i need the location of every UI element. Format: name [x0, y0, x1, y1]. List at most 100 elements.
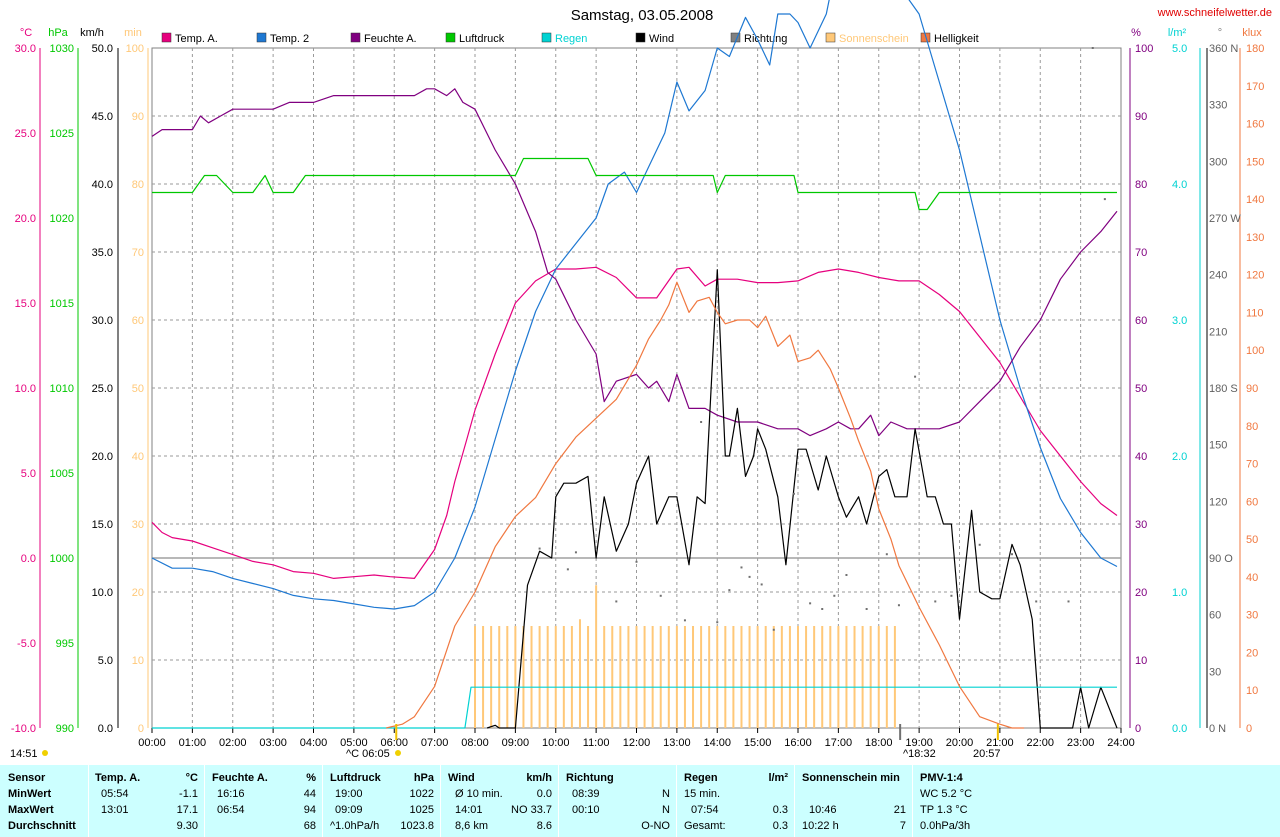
direction-point	[748, 575, 751, 578]
x-tick-label: 00:00	[138, 737, 166, 749]
legend-label: Temp. A.	[175, 33, 218, 45]
legend-label: Helligkeit	[934, 33, 979, 45]
stats-pmv-trend: 0.0hPa/3h	[920, 820, 971, 832]
stats-temp-avg-val: 9.30	[176, 820, 198, 832]
tick-label-sunshine: 10	[132, 655, 144, 667]
stats-col-pmv: PMV-1:4 WC 5.2 °C TP 1.3 °C 0.0hPa/3h	[913, 765, 1013, 837]
series-line-helligkeit	[386, 281, 1025, 729]
tick-label-rain: 0.0	[1172, 723, 1187, 735]
tick-label-temp: 15.0	[15, 298, 36, 310]
x-tick-label: 03:00	[259, 737, 287, 749]
tick-label-brightness: 130	[1246, 232, 1264, 244]
stats-temp-min-val: -1.1	[179, 788, 198, 800]
tick-label-sunshine: 90	[132, 111, 144, 123]
tick-label-wind: 30.0	[92, 315, 113, 327]
legend-item: Feuchte A.	[350, 32, 417, 45]
legend-label: Wind	[649, 33, 674, 45]
stats-header-temp: Temp. A.	[95, 772, 141, 784]
tick-label-temp: -5.0	[17, 638, 36, 650]
stats-header-wind: Wind	[448, 772, 475, 784]
legend-item: Sonnenschein	[825, 32, 909, 45]
stats-wind-max-time: 14:01	[455, 804, 483, 816]
legend-swatch	[350, 32, 361, 43]
stats-header-luftdruck: Luftdruck	[330, 772, 381, 784]
stats-pmv-windchill: WC 5.2 °C	[920, 788, 973, 800]
series-line-wind	[486, 269, 1118, 729]
x-tick-label: 16:00	[784, 737, 812, 749]
stats-luftdruck-max-time: 09:09	[335, 804, 363, 816]
legend-swatch	[541, 32, 552, 43]
direction-point	[1067, 600, 1070, 603]
time-now: 14:51	[10, 748, 38, 760]
tick-label-direction: 210	[1209, 326, 1227, 338]
tick-label-pressure: 995	[56, 638, 74, 650]
direction-point	[683, 619, 686, 622]
stats-wind-distance: 8,6 km	[455, 820, 489, 832]
tick-label-humidity: 90	[1135, 111, 1147, 123]
series-line-temp-a-	[151, 266, 1118, 580]
stats-col-temp: Temp. A. °C 05:54 -1.1 13:01 17.1 9.30	[89, 765, 204, 837]
direction-point	[574, 551, 577, 554]
stats-unit-regen: l/m²	[768, 772, 788, 784]
tick-label-wind: 20.0	[92, 451, 113, 463]
tick-label-temp: -10.0	[11, 723, 36, 735]
tick-label-humidity: 30	[1135, 519, 1147, 531]
direction-points	[538, 47, 1106, 631]
tick-label-pressure: 1010	[50, 383, 74, 395]
site-url[interactable]: www.schneifelwetter.de	[1157, 7, 1272, 19]
tick-label-brightness: 150	[1246, 156, 1264, 168]
series-line-regen	[152, 686, 1117, 729]
x-tick-label: 18:00	[865, 737, 893, 749]
x-tick-label: 06:00	[380, 737, 408, 749]
x-tick-label: 09:00	[502, 737, 530, 749]
tick-label-direction: 60	[1209, 610, 1221, 622]
tick-label-pressure: 1025	[50, 128, 74, 140]
stats-temp-max-val: 17.1	[176, 804, 198, 816]
stats-richtung-avg-val: O-NO	[641, 820, 670, 832]
legend-item: Temp. A.	[161, 32, 218, 45]
tick-label-temp: 10.0	[15, 383, 36, 395]
stats-regen-interval: 15 min.	[684, 788, 721, 800]
stats-pmv-dewpoint: TP 1.3 °C	[920, 804, 968, 816]
sun-icon	[42, 750, 48, 756]
tick-label-sunshine: 60	[132, 315, 144, 327]
tick-label-wind: 40.0	[92, 179, 113, 191]
tick-label-brightness: 100	[1246, 345, 1264, 357]
tick-label-rain: 2.0	[1172, 451, 1187, 463]
legend-swatch	[635, 32, 646, 43]
tick-label-brightness: 10	[1246, 685, 1258, 697]
tick-label-direction: 90 O	[1209, 553, 1233, 565]
x-tick-label: 07:00	[421, 737, 449, 749]
direction-point	[740, 566, 743, 569]
stats-rowlabel-min: MinWert	[8, 788, 52, 800]
stats-col-sonne: Sonnenschein min 10:46 21 10:22 h 7	[795, 765, 912, 837]
direction-point	[950, 594, 953, 597]
tick-label-direction: 240	[1209, 270, 1227, 282]
stats-richtung-max-time: 00:10	[572, 804, 600, 816]
direction-point	[760, 583, 763, 586]
sunshine-bars	[474, 585, 896, 728]
tick-label-rain: 1.0	[1172, 587, 1187, 599]
stats-col-richtung: Richtung 08:39 N 00:10 N O-NO	[559, 765, 676, 837]
axis-unit-label: klux	[1242, 27, 1262, 39]
axis-unit-label: min	[124, 27, 142, 39]
direction-point	[978, 543, 981, 546]
tick-label-temp: 30.0	[15, 43, 36, 55]
x-tick-label: 10:00	[542, 737, 570, 749]
sunset-label: ^18:32	[903, 748, 936, 760]
tick-label-wind: 45.0	[92, 111, 113, 123]
tick-label-brightness: 70	[1246, 459, 1258, 471]
tick-label-pressure: 1030	[50, 43, 74, 55]
tick-label-direction: 300	[1209, 156, 1227, 168]
stats-wind-max-val: NO 33.7	[511, 804, 552, 816]
stats-unit-wind: km/h	[526, 772, 552, 784]
tick-label-sunshine: 0	[138, 723, 144, 735]
stats-header-sensor: Sensor	[8, 772, 46, 784]
series-line-temp-2	[151, 0, 1118, 610]
tick-label-rain: 4.0	[1172, 179, 1187, 191]
stats-luftdruck-max-val: 1025	[409, 804, 434, 816]
chart-series	[151, 0, 1118, 729]
x-tick-label: 22:00	[1026, 737, 1054, 749]
direction-point	[538, 547, 541, 550]
stats-feuchte-max-val: 94	[303, 804, 316, 816]
